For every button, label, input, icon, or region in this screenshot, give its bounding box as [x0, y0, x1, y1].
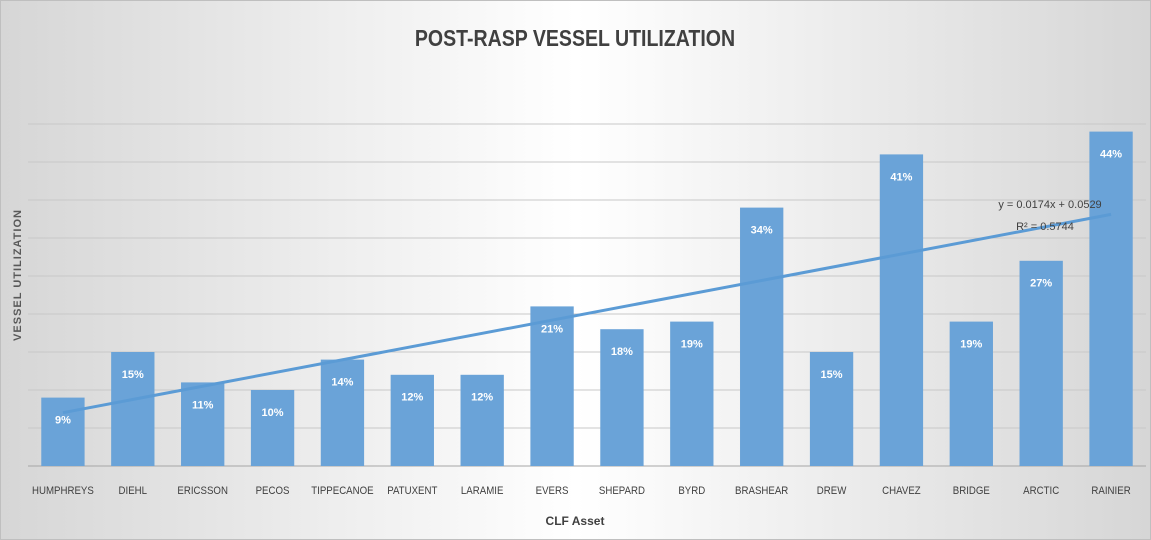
data-label: 14%: [331, 377, 353, 389]
chart-title: POST-RASP VESSEL UTILIZATION: [415, 26, 735, 52]
bar: [1019, 260, 1063, 466]
data-label: 12%: [471, 392, 493, 404]
trendline-annotation: y = 0.0174x + 0.0529: [998, 199, 1101, 211]
data-label: 15%: [821, 369, 843, 381]
trendline: [62, 212, 1112, 415]
data-label: 19%: [681, 339, 703, 351]
data-label: 15%: [122, 369, 144, 381]
x-tick-label: BYRD: [678, 485, 705, 497]
data-label: 27%: [1030, 278, 1052, 290]
x-tick-label: ERICSSON: [177, 485, 228, 497]
data-label: 44%: [1100, 149, 1122, 161]
data-label: 18%: [611, 346, 633, 358]
x-tick-label: BRASHEAR: [735, 485, 788, 497]
trendline-annotation: R² = 0.5744: [1016, 221, 1074, 233]
data-label: 21%: [541, 323, 563, 335]
bar: [250, 390, 295, 466]
bar: [530, 306, 574, 466]
data-label: 10%: [262, 407, 284, 419]
data-label: 19%: [960, 339, 982, 351]
data-label: 12%: [401, 392, 423, 404]
x-tick-label: BRIDGE: [953, 485, 990, 497]
data-label: 34%: [751, 225, 773, 237]
x-tick-label: CHAVEZ: [882, 485, 921, 497]
x-tick-label: DREW: [817, 485, 847, 497]
bar: [111, 352, 155, 466]
data-label: 41%: [890, 171, 912, 183]
bar: [600, 329, 644, 466]
data-label: 9%: [55, 415, 71, 427]
bar: [879, 154, 924, 466]
x-tick-label: RAINIER: [1091, 485, 1130, 497]
bar: [1089, 131, 1133, 466]
data-label: 11%: [192, 399, 214, 411]
bar: [390, 374, 434, 466]
x-tick-label: TIPPECANOE: [311, 485, 373, 497]
bar: [809, 352, 854, 466]
x-tick-label: PATUXENT: [387, 485, 438, 497]
x-axis-title: CLF Asset: [546, 514, 605, 528]
bar: [320, 359, 365, 466]
x-tick-label: HUMPHREYS: [32, 485, 94, 497]
y-axis-title: VESSEL UTILIZATION: [12, 209, 24, 341]
bar: [41, 397, 85, 466]
x-tick-label: LARAMIE: [461, 485, 504, 497]
bar: [949, 321, 993, 466]
x-tick-label: EVERS: [536, 485, 569, 497]
bar: [740, 207, 784, 466]
x-tick-label: ARCTIC: [1023, 485, 1060, 497]
x-tick-label: PECOS: [256, 485, 290, 497]
x-tick-label: DIEHL: [119, 485, 148, 497]
bar: [670, 321, 714, 466]
bar: [181, 382, 225, 466]
bar: [460, 374, 504, 466]
x-tick-label: SHEPARD: [599, 485, 645, 497]
